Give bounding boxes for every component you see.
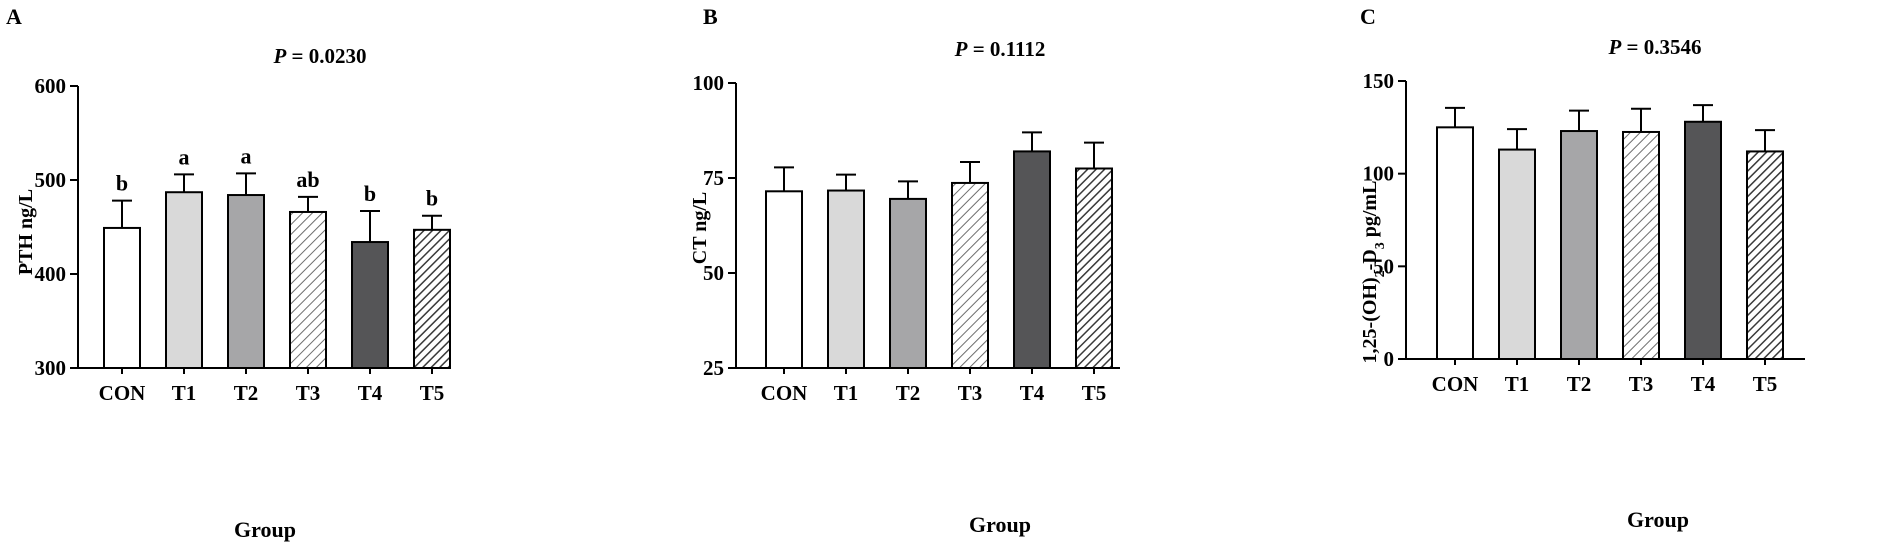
x-tick-label: T5: [1082, 381, 1107, 405]
bar-t2: [1560, 130, 1598, 360]
y-axis-label: PTH ng/L: [15, 189, 37, 275]
y-tick-label: 75: [703, 166, 724, 190]
x-tick-label: T3: [958, 381, 983, 405]
x-tick-label: T4: [1691, 372, 1716, 396]
y-axis-label: 1,25-(OH)2-D3 pg/mL: [1359, 181, 1388, 364]
x-axis-label: Group: [1627, 507, 1689, 532]
x-tick-label: T3: [1629, 372, 1654, 396]
bar-con: [103, 226, 141, 369]
bar-t4: [1013, 150, 1051, 369]
x-axis-label: Group: [969, 512, 1031, 537]
significance-label: b: [364, 181, 376, 206]
y-tick-label: 100: [693, 71, 725, 95]
x-tick-label: T1: [172, 381, 197, 405]
bar-con: [765, 190, 803, 369]
y-tick-label: 400: [35, 262, 67, 286]
bar-t2: [889, 197, 927, 369]
x-tick-label: T2: [1567, 372, 1592, 396]
plot-area: CON T1 T2 T3 T4 T5 25 50 75 100: [693, 71, 1120, 405]
x-tick-label: T4: [1020, 381, 1045, 405]
significance-label: a: [179, 144, 190, 169]
y-tick-label: 100: [1363, 162, 1395, 186]
significance-label: a: [241, 143, 252, 168]
panel-letter: C: [1360, 4, 1376, 29]
significance-label: b: [116, 171, 128, 196]
x-tick-label: T1: [1505, 372, 1530, 396]
x-axis-label: Group: [234, 517, 296, 542]
panel-letter: B: [703, 4, 718, 29]
bar-t1: [165, 191, 203, 369]
x-tick-label: T3: [296, 381, 321, 405]
x-tick-label: CON: [99, 381, 146, 405]
chart-title: P = 0.1112: [954, 37, 1046, 61]
x-tick-label: T1: [834, 381, 859, 405]
y-tick-label: 150: [1363, 69, 1395, 93]
bar-t2: [227, 194, 265, 369]
plot-area: b CON a T1 a T2 ab T3 b T4 b T5 300 400 500 600: [35, 74, 451, 405]
x-tick-label: CON: [1432, 372, 1479, 396]
bar-t4: [351, 241, 389, 369]
bar-t3: [951, 181, 989, 369]
bar-t5: [1746, 150, 1784, 360]
bar-t5: [1075, 167, 1113, 369]
y-tick-label: 0: [1384, 347, 1395, 371]
y-axis-label: CT ng/L: [689, 192, 711, 264]
y-tick-label: 500: [35, 168, 67, 192]
bar-t5: [413, 228, 451, 369]
chart-title: P = 0.0230: [272, 44, 366, 68]
plot-area: CON T1 T2 T3 T4 T5 0 50 100 150: [1363, 69, 1805, 396]
y-tick-label: 600: [35, 74, 67, 98]
y-tick-label: 300: [35, 356, 67, 380]
bar-con: [1436, 126, 1474, 361]
x-tick-label: CON: [761, 381, 808, 405]
bar-t3: [289, 210, 327, 369]
panel-a: A P = 0.0230 PTH ng/L Group b CON a T1 a T2 ab…: [6, 4, 451, 542]
y-tick-label: 25: [703, 356, 724, 380]
chart-title: P = 0.3546: [1607, 35, 1701, 59]
x-tick-label: T2: [234, 381, 259, 405]
panel-c: C P = 0.3546 1,25-(OH)2-D3 pg/mL Group C…: [1359, 4, 1805, 532]
x-tick-label: T5: [1753, 372, 1778, 396]
bar-t4: [1684, 120, 1722, 360]
panel-letter: A: [6, 4, 22, 29]
x-tick-label: T4: [358, 381, 383, 405]
significance-label: ab: [296, 167, 319, 192]
y-tick-label: 50: [1373, 254, 1394, 278]
y-tick-label: 50: [703, 261, 724, 285]
bar-t1: [1498, 148, 1536, 360]
panel-b: B P = 0.1112 CT ng/L Group CON T1 T2 T3 T4 T5…: [689, 4, 1120, 537]
x-tick-label: T5: [420, 381, 445, 405]
bar-t1: [827, 189, 865, 369]
x-tick-label: T2: [896, 381, 921, 405]
bar-t3: [1622, 130, 1660, 360]
significance-label: b: [426, 186, 438, 211]
